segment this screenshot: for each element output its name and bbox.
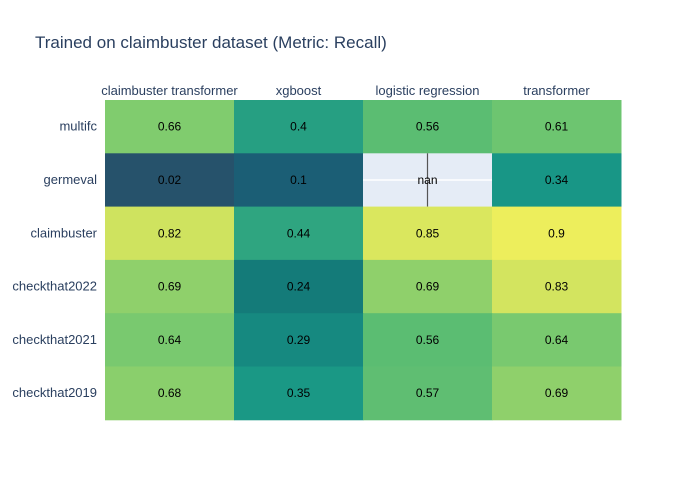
cell-value-label: 0.56 bbox=[416, 333, 440, 347]
column-label: claimbuster transformer bbox=[101, 83, 238, 98]
cell-value-label: 0.69 bbox=[158, 280, 182, 294]
heatmap-cell bbox=[363, 259, 493, 314]
heatmap-cell bbox=[234, 313, 364, 367]
cell-value-label: 0.66 bbox=[158, 120, 182, 134]
row-label: checkthat2021 bbox=[12, 332, 97, 347]
cell-value-label: 0.34 bbox=[545, 173, 569, 187]
heatmap-cell bbox=[234, 259, 364, 314]
row-label: claimbuster bbox=[31, 225, 98, 240]
heatmap-cells: 0.66 0.4 0.56 0.61 0.02 0.1 nan 0.34 0.82 0.44 0.8… bbox=[105, 100, 622, 421]
cell-value-label: 0.29 bbox=[287, 333, 311, 347]
heatmap-cell bbox=[105, 259, 235, 314]
heatmap-cell bbox=[363, 366, 493, 421]
heatmap-cell bbox=[105, 153, 235, 208]
heatmap-cell bbox=[492, 313, 622, 367]
column-label: logistic regression bbox=[375, 83, 479, 98]
heatmap-cell bbox=[492, 366, 622, 421]
heatmap-cell bbox=[492, 259, 622, 314]
column-label: xgboost bbox=[276, 83, 322, 98]
cell-value-label: 0.57 bbox=[416, 386, 440, 400]
cell-value-label: 0.24 bbox=[287, 280, 311, 294]
column-labels: claimbuster transformer xgboost logistic r… bbox=[101, 83, 590, 98]
heatmap-cell bbox=[105, 313, 235, 367]
heatmap-cell bbox=[363, 100, 493, 154]
heatmap-cell bbox=[492, 206, 622, 261]
row-labels: multifc germeval claimbuster checkthat2022 c… bbox=[12, 119, 97, 401]
heatmap-cell bbox=[234, 206, 364, 261]
cell-value-label: 0.44 bbox=[287, 226, 311, 240]
cell-value-label: 0.61 bbox=[545, 120, 569, 134]
cell-value-label: 0.4 bbox=[290, 120, 307, 134]
cell-value-label: 0.56 bbox=[416, 120, 440, 134]
heatmap-cell bbox=[234, 153, 364, 208]
heatmap-cell bbox=[105, 366, 235, 421]
row-label: germeval bbox=[44, 172, 98, 187]
cell-value-label: 0.68 bbox=[158, 386, 182, 400]
cell-value-label: 0.9 bbox=[548, 226, 565, 240]
cell-value-label: 0.83 bbox=[545, 280, 569, 294]
cell-value-label: 0.82 bbox=[158, 226, 182, 240]
cell-value-label: 0.35 bbox=[287, 386, 311, 400]
heatmap-cell bbox=[234, 100, 364, 154]
row-label: multifc bbox=[59, 119, 97, 134]
heatmap-cell bbox=[492, 153, 622, 208]
cell-value-label: 0.64 bbox=[545, 333, 569, 347]
heatmap-cell bbox=[105, 100, 235, 154]
heatmap-cell bbox=[363, 206, 493, 261]
cell-value-label: 0.69 bbox=[416, 280, 440, 294]
row-label: checkthat2019 bbox=[12, 385, 97, 400]
heatmap-cell bbox=[363, 313, 493, 367]
heatmap-cell bbox=[105, 206, 235, 261]
heatmap-cell bbox=[492, 100, 622, 154]
column-label: transformer bbox=[523, 83, 590, 98]
cell-value-label: 0.64 bbox=[158, 333, 182, 347]
cell-value-label: 0.1 bbox=[290, 173, 307, 187]
chart-title: Trained on claimbuster dataset (Metric: … bbox=[35, 33, 387, 52]
cell-value-label: nan bbox=[417, 173, 437, 187]
heatmap-cell bbox=[234, 366, 364, 421]
row-label: checkthat2022 bbox=[12, 279, 97, 294]
cell-value-label: 0.69 bbox=[545, 386, 569, 400]
cell-value-label: 0.85 bbox=[416, 226, 440, 240]
cell-value-label: 0.02 bbox=[158, 173, 182, 187]
